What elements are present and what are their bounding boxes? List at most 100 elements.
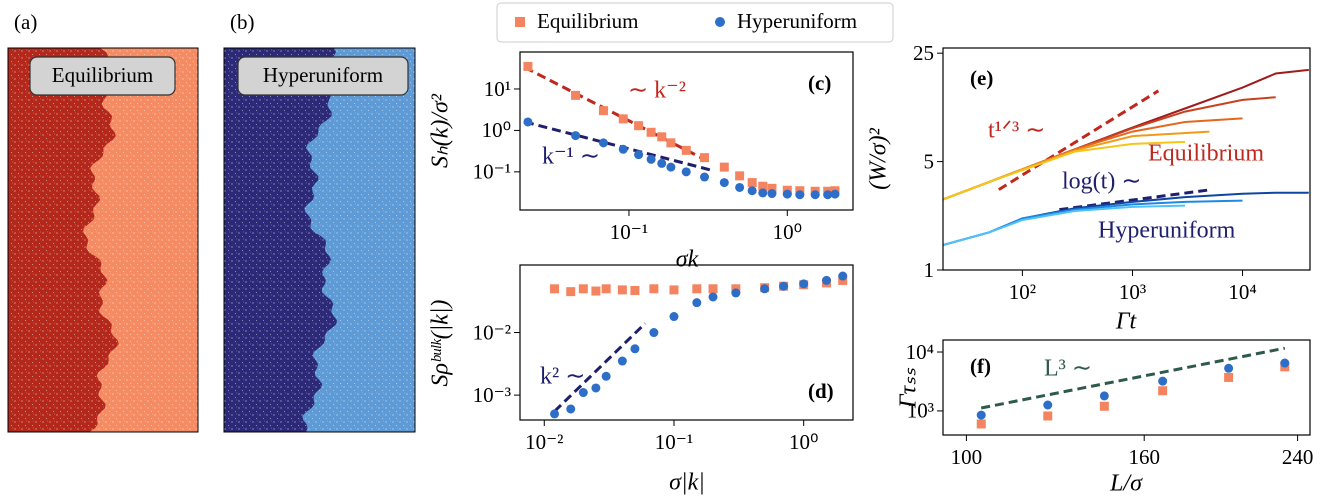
curve (943, 204, 1186, 246)
marker (822, 275, 832, 285)
panel-label: (d) (808, 379, 834, 403)
marker (630, 285, 640, 295)
x-tick-label: 10² (1009, 280, 1036, 304)
marker (758, 188, 768, 198)
fit-line (998, 89, 1160, 191)
marker (760, 284, 770, 294)
marker (1224, 372, 1234, 382)
marker (795, 190, 805, 200)
y-tick-label: 10³ (907, 399, 934, 423)
legend-box (496, 2, 894, 43)
x-tick-label: 10⁰ (789, 430, 818, 454)
y-tick-label: 10⁻² (473, 320, 511, 344)
legend-marker (715, 17, 725, 27)
marker (799, 279, 809, 289)
axes-frame (942, 339, 1311, 436)
marker (566, 404, 576, 414)
marker (550, 284, 560, 294)
y-axis-label: Γτₛₛ (896, 367, 922, 409)
marker (700, 172, 710, 182)
marker (758, 181, 768, 191)
marker (1043, 411, 1053, 421)
marker (1158, 376, 1168, 386)
x-axis-label: σk (676, 247, 699, 273)
marker (666, 162, 676, 172)
marker (976, 419, 986, 429)
marker (649, 328, 659, 338)
marker (550, 409, 560, 419)
x-tick-label: 10⁻¹ (610, 220, 648, 244)
y-tick-label: 10⁻³ (473, 383, 511, 407)
annotation: t¹ᐟ³ ∼ (988, 118, 1045, 144)
curve (943, 140, 1186, 201)
panel-label: (a) (14, 10, 37, 34)
annotation: L³ ∼ (1044, 356, 1092, 382)
frame (7, 47, 199, 433)
panel-label: (c) (808, 71, 831, 95)
legend-label: Equilibrium (537, 9, 639, 33)
y-tick-label: 10⁻¹ (473, 160, 511, 184)
marker (523, 61, 533, 71)
marker (591, 286, 601, 296)
grain (224, 48, 415, 432)
marker (630, 344, 640, 354)
panel-label: (e) (970, 66, 993, 90)
marker (523, 117, 533, 127)
plot-area (523, 61, 840, 200)
grain (8, 48, 198, 432)
panel-label: (b) (230, 10, 255, 34)
y-tick-label: 10⁰ (482, 118, 511, 142)
panel-title: Hyperuniform (263, 63, 383, 87)
x-tick-label: 10⁻² (525, 430, 563, 454)
marker (719, 162, 729, 172)
fit-line (1059, 188, 1212, 212)
x-axis-label: L/σ (1109, 471, 1143, 497)
y-tick-label: 10¹ (484, 77, 511, 101)
x-tick-label: 10⁴ (1228, 280, 1256, 304)
marker (823, 190, 833, 200)
marker (1043, 400, 1053, 410)
marker (657, 158, 667, 168)
marker (601, 284, 611, 294)
y-axis-label: (W/σ)² (866, 127, 892, 189)
x-tick-label: 240 (1282, 445, 1314, 469)
marker (566, 287, 576, 297)
annotation: log(t) ∼ (1062, 169, 1141, 195)
marker (692, 284, 702, 294)
axes-frame (942, 47, 1311, 271)
marker (708, 292, 718, 302)
annotation: Equilibrium (1148, 141, 1264, 167)
plot-area (943, 68, 1309, 246)
marker (578, 284, 588, 294)
legend-label: Hyperuniform (737, 9, 857, 33)
title-box (237, 56, 409, 96)
axes-frame (519, 51, 854, 211)
marker (646, 154, 656, 164)
marker (617, 285, 627, 295)
marker (634, 150, 644, 160)
y-tick-label: 10⁴ (906, 340, 934, 364)
marker (666, 138, 676, 148)
fit-line (980, 346, 1286, 410)
annotation: k⁻¹ ∼ (542, 144, 600, 170)
marker (571, 90, 581, 100)
x-tick-label: 10³ (1119, 280, 1146, 304)
marker (747, 178, 757, 188)
marker (1224, 363, 1234, 373)
marker (681, 167, 691, 177)
marker (601, 371, 611, 381)
marker (782, 189, 792, 199)
marker (747, 186, 757, 196)
marker (618, 114, 628, 124)
marker (669, 285, 679, 295)
marker (719, 178, 729, 188)
legend-marker (515, 17, 525, 27)
marker (1099, 401, 1109, 411)
y-tick-label: 1 (924, 258, 935, 282)
x-axis-label: σ|k| (669, 470, 705, 496)
marker (692, 298, 702, 308)
marker (617, 356, 627, 366)
marker (591, 383, 601, 393)
marker (669, 312, 679, 322)
